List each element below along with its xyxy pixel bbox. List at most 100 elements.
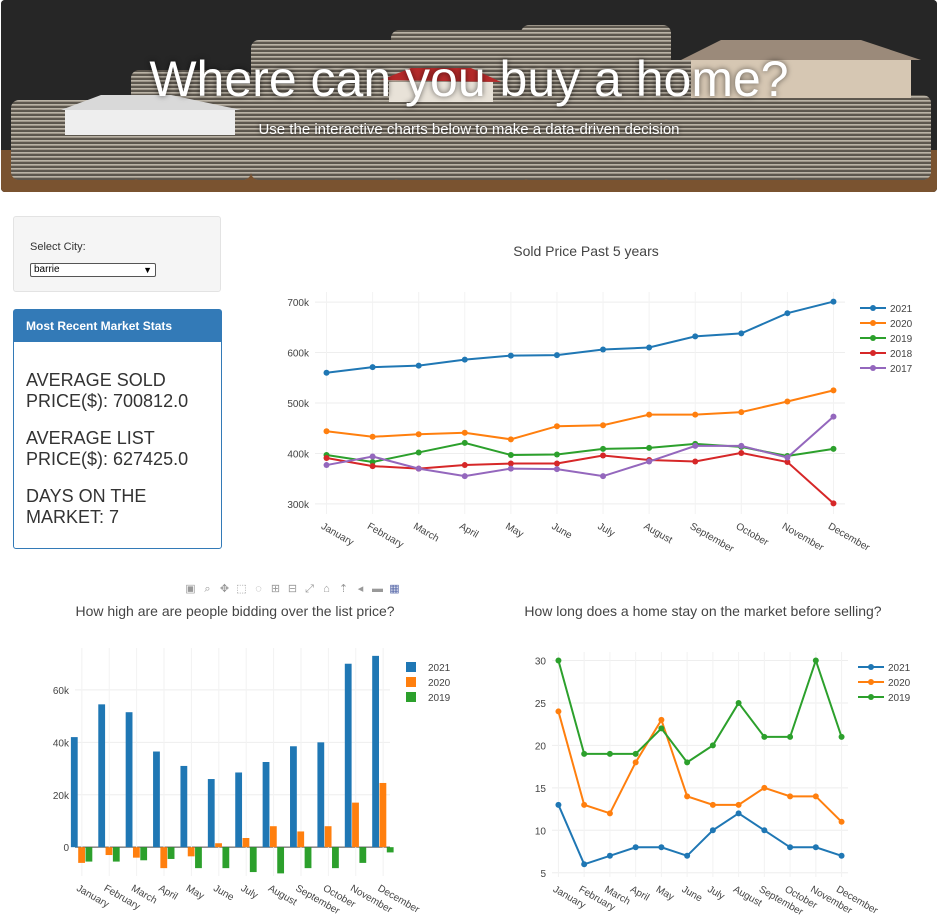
sold-price-chart[interactable]: Sold Price Past 5 years 300k 400k 500k 600k 7… — [250, 230, 939, 560]
x-tick-label: May — [503, 521, 525, 540]
bidding-over-list-chart[interactable]: How high are are people bidding over the… — [0, 590, 470, 918]
data-point-2020 — [761, 784, 768, 791]
zoom-out-icon[interactable]: ⊟ — [287, 583, 298, 595]
reset-axes-icon[interactable]: ⌂ — [323, 583, 330, 595]
bar-2020 — [78, 847, 85, 863]
bar-2020 — [324, 826, 332, 848]
legend-label-2021: 2021 — [890, 304, 913, 315]
data-point-2018 — [830, 500, 837, 507]
bar-2019 — [304, 847, 312, 869]
y-tick-label: 400k — [287, 449, 310, 460]
x-tick-label: July — [239, 883, 260, 901]
bar-2019 — [195, 847, 202, 869]
market-stats-panel: Most Recent Market Stats AVERAGE SOLD PR… — [13, 309, 222, 549]
data-point-2019 — [415, 449, 422, 456]
legend-marker-2021 — [870, 305, 876, 311]
zoom-in-icon[interactable]: ⊞ — [270, 583, 281, 595]
legend-marker-2021 — [868, 664, 874, 670]
bar-2021 — [125, 712, 133, 848]
x-tick-label: June — [549, 521, 574, 542]
data-point-2017 — [369, 453, 376, 460]
series-line-2021 — [557, 804, 842, 866]
data-point-2020 — [369, 433, 376, 440]
data-point-2018 — [738, 449, 745, 456]
bar-2021 — [207, 779, 215, 848]
data-point-2019 — [553, 451, 560, 458]
data-point-2017 — [600, 473, 607, 480]
data-point-2021 — [555, 801, 562, 808]
data-point-2019 — [838, 733, 845, 740]
data-point-2021 — [761, 827, 768, 834]
bar-2020 — [352, 802, 359, 848]
x-tick-label: September — [688, 521, 736, 555]
data-point-2017 — [692, 442, 699, 449]
city-select-label: Select City: — [30, 241, 86, 253]
data-point-2021 — [461, 356, 468, 363]
data-point-2020 — [461, 429, 468, 436]
y-tick-label: 60k — [53, 686, 70, 697]
y-tick-label: 10 — [535, 826, 547, 837]
box-select-icon[interactable]: ⬚ — [236, 583, 247, 595]
data-point-2021 — [646, 344, 653, 351]
data-point-2018 — [553, 460, 560, 467]
city-select-panel: Select City: barrie ▼ — [13, 216, 221, 292]
data-point-2017 — [553, 466, 560, 473]
pan-icon[interactable]: ✥ — [219, 583, 230, 595]
market-stats-heading: Most Recent Market Stats — [14, 310, 221, 342]
data-point-2017 — [415, 465, 422, 472]
x-tick-label: January — [319, 521, 355, 548]
legend-swatch-2021 — [406, 662, 416, 672]
data-point-2020 — [709, 801, 716, 808]
spike-icon[interactable]: ⇡ — [338, 583, 349, 595]
data-point-2017 — [646, 458, 653, 465]
chart-title: How high are are people bidding over the… — [75, 603, 394, 619]
x-tick-label: May — [654, 884, 676, 903]
bar-2020 — [187, 847, 195, 857]
bar-2020 — [269, 826, 277, 848]
data-point-2020 — [581, 801, 588, 808]
chart-modebar: ▣ ⌕ ✥ ⬚ ◌ ⊞ ⊟ ⤢ ⌂ ⇡ ◂ ▬ ▦ — [184, 579, 405, 595]
bar-2021 — [290, 746, 297, 848]
y-tick-label: 300k — [287, 500, 310, 511]
bar-2021 — [235, 772, 243, 848]
x-tick-label: April — [628, 884, 651, 904]
page-title: Where can you buy a home? — [149, 51, 789, 107]
plotly-logo-icon[interactable]: ▦ — [389, 583, 400, 595]
x-tick-label: June — [680, 884, 705, 905]
zoom-icon[interactable]: ⌕ — [204, 583, 211, 595]
data-point-2021 — [684, 852, 691, 859]
x-tick-label: October — [734, 521, 771, 549]
legend-label-2020: 2020 — [428, 678, 451, 689]
camera-icon[interactable]: ▣ — [185, 583, 196, 595]
days-on-market: DAYS ON THE MARKET: 7 — [26, 486, 147, 527]
series-line-2021 — [326, 300, 834, 374]
data-point-2017 — [461, 473, 468, 480]
lasso-icon[interactable]: ◌ — [255, 583, 262, 595]
x-tick-label: August — [266, 883, 299, 908]
data-point-2019 — [684, 759, 691, 766]
data-point-2018 — [600, 452, 607, 459]
data-point-2017 — [830, 413, 837, 420]
bar-2019 — [277, 847, 285, 874]
city-dropdown[interactable]: barrie ▼ — [30, 263, 156, 277]
bar-2020 — [242, 838, 250, 848]
x-tick-label: December — [826, 521, 872, 554]
hover-closest-icon[interactable]: ◂ — [357, 583, 364, 595]
data-point-2019 — [658, 725, 665, 732]
bar-2020 — [105, 847, 113, 856]
legend-label-2020: 2020 — [888, 678, 911, 689]
data-point-2018 — [323, 454, 330, 461]
series-line-2017 — [326, 415, 835, 478]
data-point-2017 — [323, 462, 330, 469]
autoscale-icon[interactable]: ⤢ — [305, 583, 314, 595]
x-tick-label: April — [457, 521, 480, 541]
data-point-2019 — [632, 750, 639, 757]
hover-compare-icon[interactable]: ▬ — [372, 583, 383, 595]
hero-banner: Where can you buy a home? Use the intera… — [1, 0, 937, 192]
data-point-2021 — [787, 844, 794, 851]
days-on-market-chart[interactable]: How long does a home stay on the market … — [470, 590, 939, 918]
bar-2020 — [160, 847, 168, 869]
data-point-2018 — [692, 458, 699, 465]
y-tick-label: 0 — [63, 843, 69, 854]
y-tick-label: 40k — [53, 738, 70, 749]
